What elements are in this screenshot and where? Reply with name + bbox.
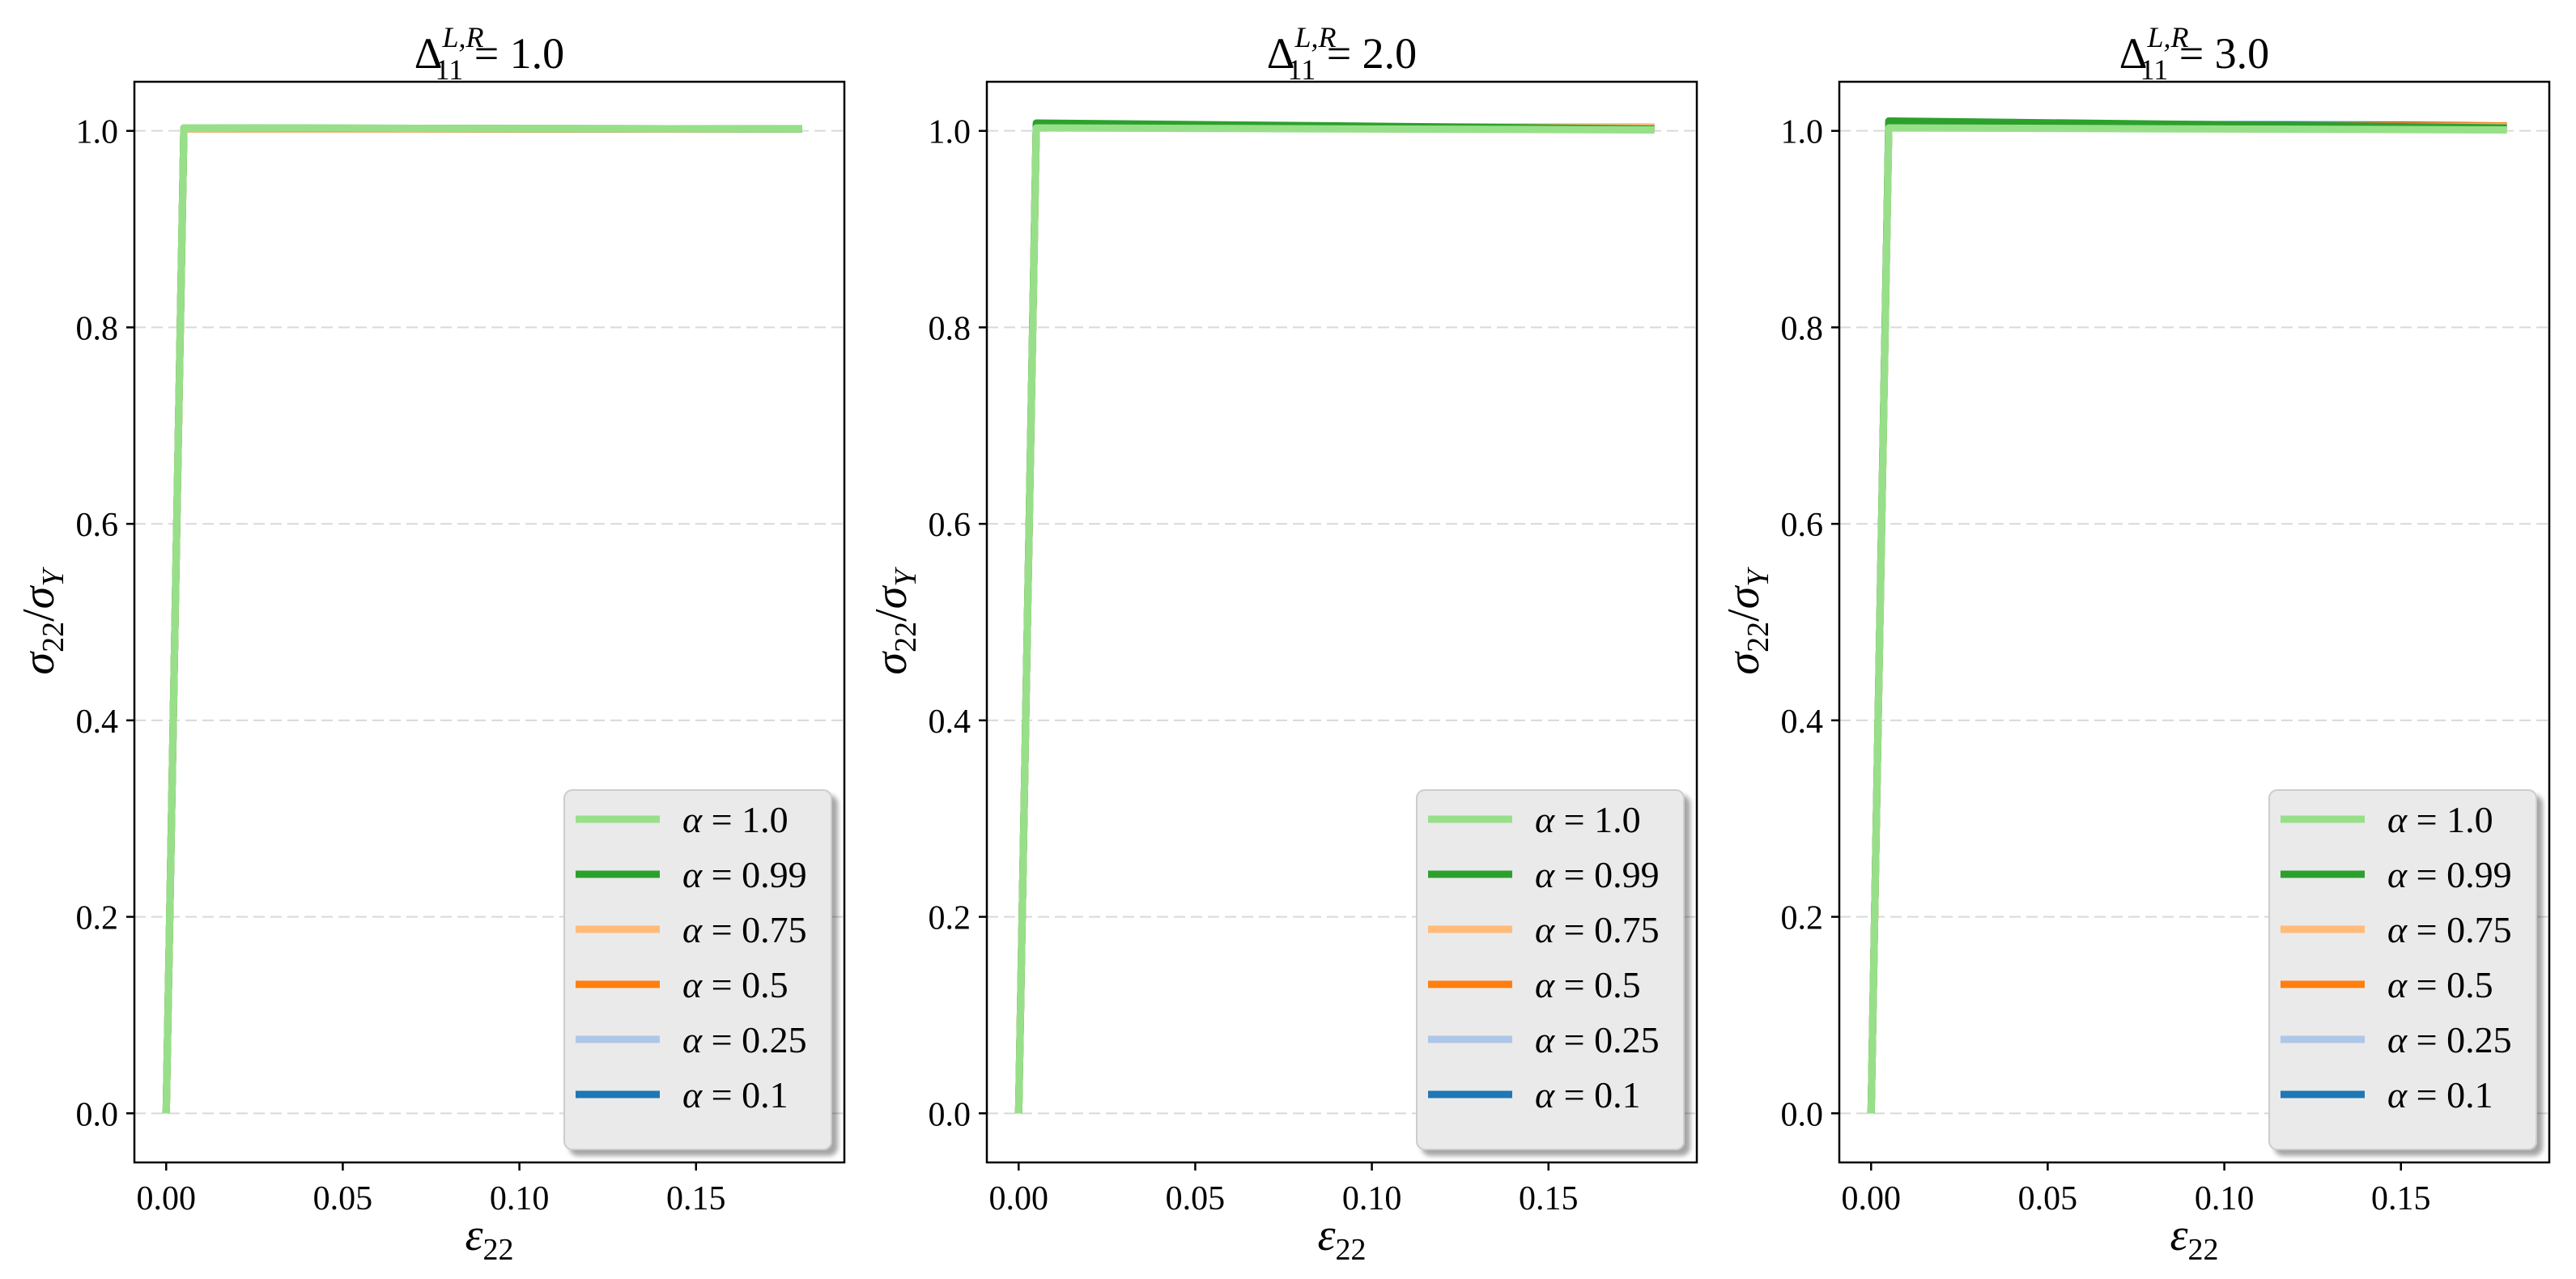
legend-label: α = 0.5: [2387, 964, 2493, 1005]
x-tick-label: 0.05: [313, 1180, 373, 1217]
legend-box: [2268, 789, 2537, 1150]
legend-box: [1416, 789, 1685, 1150]
y-axis-label: σ22/σY: [14, 567, 70, 675]
y-tick-label: 1.0: [1781, 114, 1824, 151]
y-axis-label: σ22/σY: [1719, 567, 1775, 675]
y-tick-label: 0.4: [76, 703, 119, 741]
y-tick-label: 1.0: [929, 114, 971, 151]
y-tick-label: 0.8: [929, 310, 971, 347]
x-tick-label: 0.15: [666, 1180, 726, 1217]
chart-panel-1: 0.0 0.2 0.4 0.6 0.8 1.0 0.00 0.05 0.10 0.15 ΔL,R 11…: [14, 21, 846, 1267]
chart-panel-3: 0.0 0.2 0.4 0.6 0.8 1.0 0.00 0.05 0.10 0.15 ΔL,R 11…: [1719, 21, 2551, 1267]
y-tick-label: 0.0: [1781, 1096, 1824, 1133]
x-tick-label: 0.00: [1842, 1180, 1902, 1217]
x-tick-label: 0.10: [1342, 1180, 1402, 1217]
legend-label: α = 0.25: [2387, 1019, 2512, 1060]
legend-label: α = 0.25: [1535, 1019, 1660, 1060]
x-axis-label: ε22: [1317, 1210, 1366, 1267]
series-line-6: [1014, 124, 1655, 1114]
y-tick-label: 0.2: [929, 900, 971, 937]
y-tick-label: 0.6: [929, 507, 971, 544]
y-tick-label: 0.6: [1781, 507, 1824, 544]
y-tick-label: 0.0: [929, 1096, 971, 1133]
legend-label: α = 0.1: [682, 1074, 789, 1115]
legend-label: α = 0.5: [682, 964, 789, 1005]
legend-label: α = 0.75: [682, 909, 807, 950]
y-tick-label: 0.8: [1781, 310, 1824, 347]
y-tick-label: 1.0: [76, 114, 119, 151]
y-axis-label: σ22/σY: [866, 567, 923, 675]
y-tick-label: 0.6: [76, 507, 119, 544]
legend: α = 1.0 α = 0.99 α = 0.75 α = 0.5 α = 0.25 α …: [2268, 789, 2537, 1150]
legend-label: α = 1.0: [682, 799, 789, 840]
axes-frame: [985, 80, 1698, 1164]
series-line-6: [162, 124, 802, 1114]
legend-label: α = 0.99: [1535, 854, 1660, 895]
x-tick-label: 0.10: [490, 1180, 550, 1217]
legend-label: α = 1.0: [2387, 799, 2493, 840]
x-tick-label: 0.15: [2371, 1180, 2431, 1217]
x-tick-label: 0.05: [2018, 1180, 2078, 1217]
legend-label: α = 0.99: [682, 854, 807, 895]
chart-panel-2: 0.0 0.2 0.4 0.6 0.8 1.0 0.00 0.05 0.10 0.15 ΔL,R 11…: [866, 21, 1698, 1267]
legend: α = 1.0 α = 0.99 α = 0.75 α = 0.5 α = 0.25 α …: [1416, 789, 1685, 1150]
x-axis-label: ε22: [2170, 1210, 2218, 1267]
chart-title: ΔL,R 11 = 2.0: [1267, 21, 1417, 86]
x-tick-label: 0.00: [989, 1180, 1049, 1217]
legend-label: α = 0.75: [2387, 909, 2512, 950]
legend-label: α = 0.1: [2387, 1074, 2493, 1115]
y-tick-label: 0.8: [76, 310, 119, 347]
legend-label: α = 0.5: [1535, 964, 1641, 1005]
x-tick-label: 0.15: [1519, 1180, 1579, 1217]
y-tick-label: 0.2: [1781, 900, 1824, 937]
x-tick-label: 0.00: [137, 1180, 197, 1217]
legend-label: α = 1.0: [1535, 799, 1641, 840]
series-line-6: [1867, 124, 2507, 1114]
y-tick-label: 0.4: [929, 703, 971, 741]
x-tick-label: 0.05: [1166, 1180, 1226, 1217]
legend: α = 1.0 α = 0.99 α = 0.75 α = 0.5 α = 0.25 α …: [563, 789, 832, 1150]
legend-label: α = 0.25: [682, 1019, 807, 1060]
x-axis-label: ε22: [465, 1210, 513, 1267]
chart-title: ΔL,R 11 = 3.0: [2119, 21, 2269, 86]
legend-label: α = 0.99: [2387, 854, 2512, 895]
axes-frame: [133, 80, 846, 1164]
y-tick-label: 0.2: [76, 900, 119, 937]
x-tick-label: 0.10: [2195, 1180, 2255, 1217]
y-tick-label: 0.0: [76, 1096, 119, 1133]
y-tick-label: 0.4: [1781, 703, 1824, 741]
legend-box: [563, 789, 832, 1150]
chart-title: ΔL,R 11 = 1.0: [414, 21, 564, 86]
legend-label: α = 0.75: [1535, 909, 1660, 950]
axes-frame: [1838, 80, 2551, 1164]
legend-label: α = 0.1: [1535, 1074, 1641, 1115]
